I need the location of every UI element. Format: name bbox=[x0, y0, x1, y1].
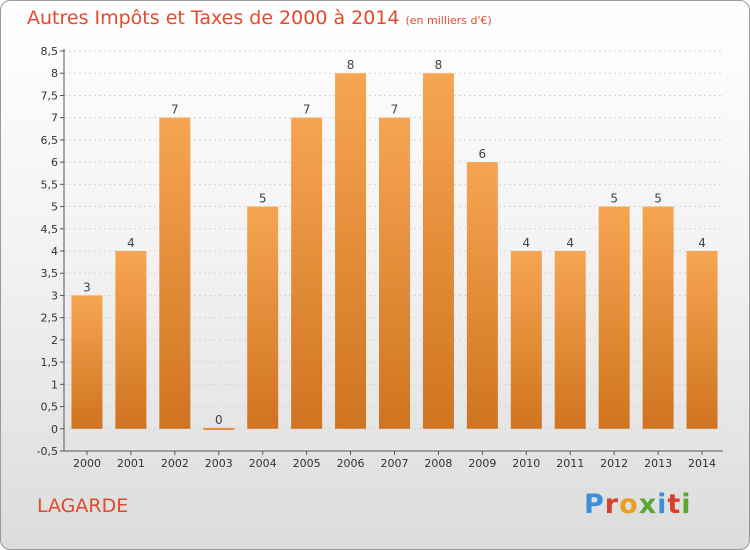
bar-2009 bbox=[466, 162, 498, 429]
bar-2008 bbox=[422, 73, 454, 429]
bar-2013 bbox=[642, 206, 674, 429]
x-tick-label-2014: 2014 bbox=[688, 457, 716, 470]
y-tick-label: 2,5 bbox=[41, 312, 59, 325]
x-tick-label-2008: 2008 bbox=[424, 457, 452, 470]
chart-unit: (en milliers d'€) bbox=[405, 14, 492, 27]
value-label-2001: 4 bbox=[127, 236, 135, 250]
value-label-2008: 8 bbox=[435, 58, 443, 72]
value-label-2014: 4 bbox=[698, 236, 706, 250]
value-label-2011: 4 bbox=[566, 236, 574, 250]
y-tick-label: 8,5 bbox=[41, 45, 59, 58]
bar-2001 bbox=[115, 251, 147, 429]
y-tick-label: 8 bbox=[51, 67, 58, 80]
bar-2014 bbox=[686, 251, 718, 429]
x-tick-label-2006: 2006 bbox=[337, 457, 365, 470]
y-axis-ticks: -0,5 0 0,5 1 1,5 2 2,5 3 3,5 4 4,5 5 5,5 6 6,5 7 7,5 8 8,5 bbox=[37, 45, 58, 458]
proxiti-logo: Proxiti bbox=[584, 489, 692, 520]
x-tick-label-2005: 2005 bbox=[293, 457, 321, 470]
value-label-2005: 7 bbox=[303, 103, 311, 117]
bar-2011 bbox=[554, 251, 586, 429]
x-tick-label-2011: 2011 bbox=[556, 457, 584, 470]
y-tick-label: 4 bbox=[51, 245, 58, 258]
bar-2005 bbox=[291, 117, 323, 429]
bar-2004 bbox=[247, 206, 279, 429]
bars bbox=[71, 73, 718, 430]
value-label-2003: 0 bbox=[215, 413, 223, 427]
value-label-2002: 7 bbox=[171, 103, 179, 117]
value-label-2007: 7 bbox=[391, 103, 399, 117]
x-tick-label-2001: 2001 bbox=[117, 457, 145, 470]
y-tick-label: 0 bbox=[51, 423, 58, 436]
x-tick-label-2004: 2004 bbox=[249, 457, 277, 470]
bar-2007 bbox=[379, 117, 410, 429]
value-labels: 3 4 7 0 5 7 8 7 8 6 4 4 5 5 4 bbox=[83, 58, 706, 427]
x-tick-label-2010: 2010 bbox=[512, 457, 540, 470]
y-tick-label: 5,5 bbox=[41, 178, 59, 191]
value-label-2006: 8 bbox=[347, 58, 355, 72]
y-tick-label: 4,5 bbox=[41, 223, 59, 236]
value-label-2000: 3 bbox=[83, 280, 91, 294]
value-label-2010: 4 bbox=[522, 236, 530, 250]
x-tick-label-2009: 2009 bbox=[468, 457, 496, 470]
x-tick-label-2002: 2002 bbox=[161, 457, 189, 470]
y-tick-label: 7 bbox=[51, 112, 58, 125]
x-tick-label-2007: 2007 bbox=[381, 457, 409, 470]
x-axis-ticks: 2000 2001 2002 2003 2004 2005 2006 2007 2008 2009… bbox=[73, 457, 716, 470]
value-label-2004: 5 bbox=[259, 192, 267, 206]
y-tick-label: 1 bbox=[51, 378, 58, 391]
bar-2012 bbox=[598, 206, 630, 429]
chart-title: Autres Impôts et Taxes de 2000 à 2014 (en… bbox=[27, 7, 492, 29]
town-name: LAGARDE bbox=[37, 495, 129, 517]
axes bbox=[60, 49, 723, 455]
y-tick-label: 2 bbox=[51, 334, 58, 347]
bar-2000 bbox=[71, 295, 103, 429]
x-tick-label-2000: 2000 bbox=[73, 457, 101, 470]
y-tick-label: -0,5 bbox=[37, 445, 58, 458]
y-tick-label: 5 bbox=[51, 201, 58, 214]
bar-2002 bbox=[159, 117, 191, 429]
value-label-2009: 6 bbox=[479, 147, 487, 161]
y-tick-label: 1,5 bbox=[41, 356, 59, 369]
y-tick-label: 0,5 bbox=[41, 401, 59, 414]
x-tick-label-2003: 2003 bbox=[205, 457, 233, 470]
y-tick-label: 6,5 bbox=[41, 134, 59, 147]
bar-2006 bbox=[335, 73, 367, 429]
y-tick-label: 3,5 bbox=[41, 267, 59, 280]
y-tick-label: 7,5 bbox=[41, 89, 59, 102]
bar-2010 bbox=[510, 251, 542, 429]
bar-2003 bbox=[203, 427, 235, 430]
x-tick-label-2013: 2013 bbox=[644, 457, 672, 470]
y-tick-label: 6 bbox=[51, 156, 58, 169]
value-label-2012: 5 bbox=[610, 192, 618, 206]
y-tick-label: 3 bbox=[51, 289, 58, 302]
x-tick-label-2012: 2012 bbox=[600, 457, 628, 470]
chart-title-text: Autres Impôts et Taxes de 2000 à 2014 bbox=[27, 7, 400, 29]
value-label-2013: 5 bbox=[654, 192, 662, 206]
